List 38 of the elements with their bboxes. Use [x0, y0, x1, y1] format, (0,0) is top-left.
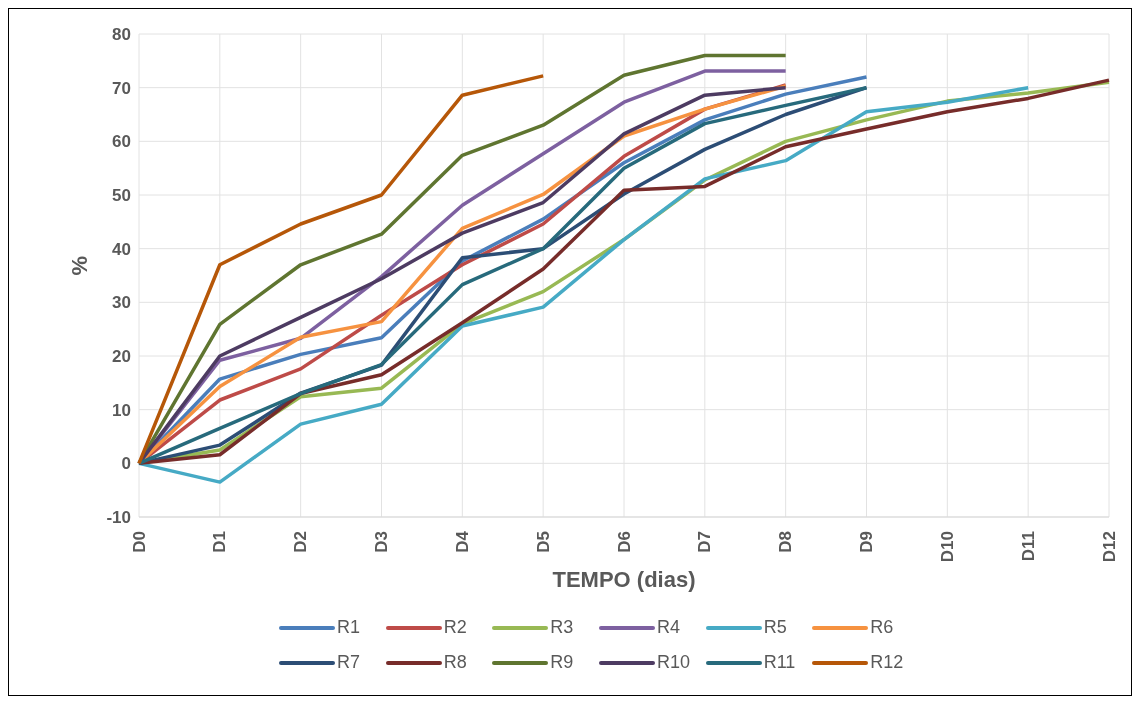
x-axis-title: TEMPO (dias) — [552, 567, 696, 592]
y-tick-label: 60 — [112, 132, 131, 152]
x-tick-label: D3 — [372, 531, 391, 553]
x-tick-label: D4 — [452, 530, 472, 553]
y-tick-label: 50 — [112, 186, 131, 206]
legend-label: R3 — [550, 617, 574, 638]
legend-label: R2 — [443, 617, 467, 638]
x-tick-label: D0 — [129, 531, 149, 553]
x-tick-label: D10 — [937, 531, 957, 563]
y-tick-label: 70 — [112, 78, 131, 98]
legend-label: R10 — [656, 652, 691, 673]
x-tick-label: D12 — [1099, 531, 1119, 563]
y-tick-label: 40 — [112, 239, 131, 259]
x-tick-label: D11 — [1018, 531, 1038, 562]
y-tick-label: 30 — [112, 293, 131, 313]
legend-label: R9 — [550, 652, 574, 673]
x-tick-label: D2 — [291, 531, 311, 553]
x-tick-label: D5 — [533, 531, 553, 553]
y-tick-label: 10 — [112, 400, 131, 420]
y-tick-label: 20 — [112, 347, 131, 367]
legend-label: R11 — [763, 652, 796, 673]
x-tick-label: D6 — [614, 531, 634, 553]
legend-label: R8 — [443, 652, 467, 673]
x-tick-label: D8 — [776, 531, 796, 553]
line-series — [137, 74, 545, 466]
x-tick-label: D1 — [210, 531, 230, 553]
legend-label: R6 — [870, 617, 894, 638]
y-tick-label: 80 — [112, 25, 131, 45]
y-tick-label: -10 — [106, 508, 131, 528]
legend-label: R1 — [337, 617, 361, 638]
x-tick-label: D9 — [857, 531, 876, 553]
legend-label: R4 — [656, 617, 680, 638]
y-tick-label: 0 — [121, 454, 131, 474]
y-axis-title: % — [66, 255, 92, 276]
legend-label: R12 — [870, 652, 904, 673]
legend-label: R7 — [337, 652, 361, 673]
x-tick-label: D7 — [695, 531, 715, 553]
legend-label: R5 — [763, 617, 787, 638]
